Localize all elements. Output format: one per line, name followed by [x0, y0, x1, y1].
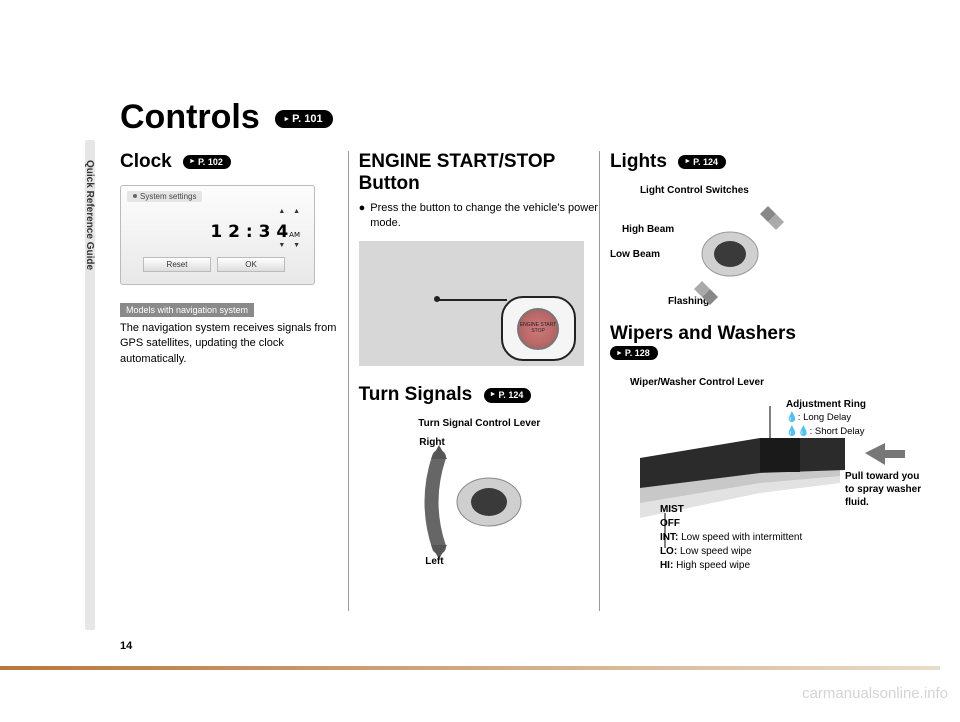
- wiper-mode-legend: MIST OFF INT: Low speed with intermitten…: [660, 503, 802, 573]
- clock-ampm: AM: [289, 231, 300, 239]
- off-label: OFF: [660, 518, 680, 529]
- lights-ref: P. 124: [678, 155, 726, 169]
- turn-lever-svg: [419, 437, 539, 567]
- wipers-title: Wipers and Washers: [610, 323, 940, 345]
- lights-caption: Light Control Switches: [640, 185, 940, 196]
- int-label: INT:: [660, 532, 678, 543]
- col-clock: Clock P. 102 System settings ▲ ▲ 1 2 : 3…: [120, 151, 349, 567]
- col-divider-1: [348, 151, 349, 611]
- mist-label: MIST: [660, 504, 684, 515]
- hi-label: HI:: [660, 560, 673, 571]
- lo-text: Low speed wipe: [677, 546, 752, 557]
- clock-title-text: Clock: [120, 151, 172, 172]
- page: Quick Reference Guide Controls P. 101 Cl…: [0, 0, 960, 722]
- engine-leader-line: [437, 299, 507, 301]
- bullet-icon: [133, 194, 137, 198]
- ok-button: OK: [217, 257, 285, 272]
- clock-header-text: System settings: [140, 192, 196, 201]
- turn-signal-illustration: Right Left: [419, 437, 539, 567]
- engine-illustration: ENGINE START STOP: [359, 241, 584, 366]
- clock-panel-header: System settings: [127, 191, 202, 202]
- lights-title-text: Lights: [610, 151, 667, 172]
- page-number: 14: [120, 640, 132, 652]
- col-divider-2: [599, 151, 600, 611]
- reset-button: Reset: [143, 257, 211, 272]
- engine-bullet: ● Press the button to change the vehicle…: [359, 201, 600, 232]
- turn-caption: Turn Signal Control Lever: [359, 418, 600, 429]
- side-tab-label: Quick Reference Guide: [84, 160, 95, 270]
- engine-callout: ENGINE START STOP: [501, 296, 576, 361]
- hi-text: High speed wipe: [673, 560, 750, 571]
- columns: Clock P. 102 System settings ▲ ▲ 1 2 : 3…: [120, 151, 940, 567]
- turn-right-label: Right: [419, 437, 445, 448]
- wiper-illustration: Adjustment Ring 💧: Long Delay 💧💧: Short …: [610, 398, 930, 563]
- wipers-caption: Wiper/Washer Control Lever: [630, 377, 940, 388]
- clock-title: Clock P. 102: [120, 151, 349, 173]
- bullet-icon: ●: [359, 201, 366, 232]
- col-lights-wipers: Lights P. 124 Light Control Switches Hig…: [610, 151, 940, 567]
- engine-title: ENGINE START/STOP Button: [359, 151, 600, 195]
- turn-ref: P. 124: [484, 388, 532, 402]
- watermark: carmanualsonline.info: [802, 685, 948, 702]
- clock-down-arrows: ▼ ▼: [278, 242, 300, 249]
- col-engine-turn: ENGINE START/STOP Button ● Press the but…: [359, 151, 600, 567]
- page-ref-main: P. 101: [275, 110, 332, 128]
- clock-button-row: Reset OK: [143, 257, 285, 272]
- title-text: Controls: [120, 98, 260, 136]
- engine-bullet-text: Press the button to change the vehicle's…: [370, 201, 600, 232]
- clock-body-text: The navigation system receives signals f…: [120, 321, 349, 367]
- bottom-accent-line: [0, 666, 940, 670]
- engine-start-stop-button: ENGINE START STOP: [517, 308, 559, 350]
- clock-ref: P. 102: [183, 155, 231, 169]
- light-switch-svg: [610, 204, 825, 319]
- wipers-ref: P. 128: [610, 346, 658, 360]
- turn-title: Turn Signals P. 124: [359, 384, 600, 406]
- clock-up-arrows: ▲ ▲: [278, 208, 300, 215]
- lights-illustration: High Beam Low Beam Flashing: [610, 204, 825, 319]
- clock-time-value: 1 2 : 3 4: [210, 222, 288, 242]
- int-text: Low speed with intermittent: [678, 532, 802, 543]
- model-tag: Models with navigation system: [120, 303, 254, 317]
- clock-time-display: 1 2 : 3 4AM: [210, 222, 300, 242]
- page-title: Controls P. 101: [120, 98, 940, 137]
- turn-title-text: Turn Signals: [359, 384, 473, 405]
- content-area: Controls P. 101 Clock P. 102 System sett…: [120, 98, 940, 567]
- turn-left-label: Left: [425, 556, 443, 567]
- clock-dashboard-illustration: System settings ▲ ▲ 1 2 : 3 4AM ▼ ▼ Rese…: [120, 185, 315, 285]
- pull-note: Pull toward you to spray washer fluid.: [845, 470, 930, 509]
- lo-label: LO:: [660, 546, 677, 557]
- lights-title: Lights P. 124: [610, 151, 940, 173]
